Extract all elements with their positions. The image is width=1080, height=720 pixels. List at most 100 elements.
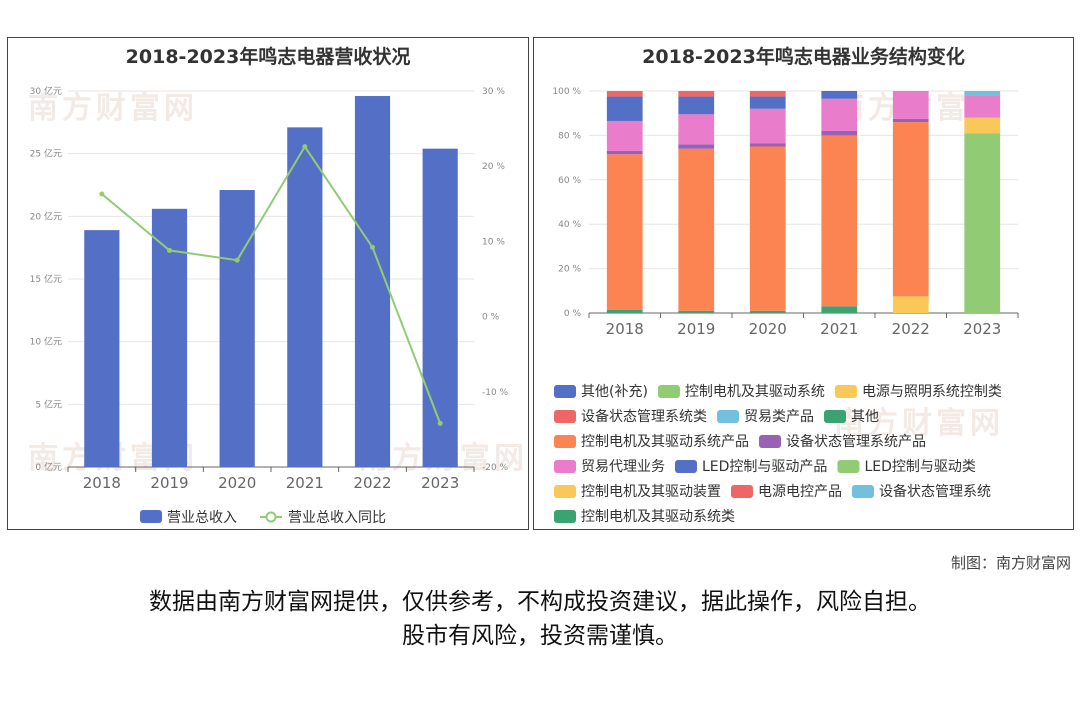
business-structure-panel: 2018-2023年鸣志电器业务结构变化 南方财富网 南方财富网 0 %20 %…	[533, 37, 1074, 530]
stack-segment	[606, 91, 643, 97]
legend-swatch	[837, 460, 860, 473]
structure-chart: 0 % 20 % 40 % 60 % 80 % 100 % 2018 2019 2020 2021…	[552, 87, 1019, 525]
legend-swatch	[657, 385, 680, 398]
legend-label-revenue: 营业总收入	[167, 510, 237, 526]
legend-label: 设备状态管理系统	[879, 483, 991, 500]
legend-label: 控制电机及其驱动系统类	[581, 509, 735, 525]
stack-segment	[964, 133, 1001, 313]
yoy-line	[101, 144, 442, 424]
stack-segment	[892, 91, 929, 119]
y-right-tick-label: 30 %	[482, 87, 505, 97]
x-tick-label: 2021	[286, 474, 324, 492]
stack-segment	[606, 96, 643, 121]
legend-swatch	[554, 485, 576, 498]
legend-label: 控制电机及其驱动系统	[685, 384, 825, 400]
legend-swatch	[554, 435, 576, 448]
stack-segment	[749, 96, 786, 109]
legend-swatch	[675, 460, 697, 473]
y-left-tick-label: 30 亿元	[30, 85, 62, 97]
x-tick-label: 2022	[892, 320, 930, 338]
x-tick-label: 2019	[150, 474, 188, 492]
legend-label: LED控制与驱动类	[864, 459, 975, 475]
legend-label: 设备状态管理系统类	[581, 408, 707, 425]
legend-swatch	[759, 435, 781, 448]
y-left-tick-label: 20 亿元	[30, 210, 62, 222]
disclaimer-line-2: 股市有风险，投资需谨慎。	[402, 623, 678, 649]
legend-label: 其他(补充)	[581, 384, 648, 400]
stack-segment	[749, 146, 786, 311]
y-tick-label: 80 %	[558, 131, 581, 141]
legend-label-yoy: 营业总收入同比	[288, 510, 386, 526]
y-right-tick-label: 0 %	[482, 313, 500, 323]
stack-segment	[892, 118, 929, 123]
stack-segment	[678, 96, 715, 115]
stack-segment	[678, 114, 715, 145]
y-right-tick-label: 20 %	[482, 162, 505, 172]
x-tick-label: 2020	[218, 474, 256, 492]
revenue-bar	[84, 230, 120, 467]
legend-label: 控制电机及其驱动系统产品	[581, 434, 749, 450]
x-tick-label: 2019	[677, 320, 715, 338]
revenue-bar	[354, 96, 391, 467]
legend-label: 贸易代理业务	[581, 459, 665, 475]
y-tick-label: 20 %	[558, 265, 581, 275]
legend-label: 设备状态管理系统产品	[786, 433, 926, 450]
stack-segment	[821, 130, 858, 136]
revenue-chart-panel: 2018-2023年鸣志电器营收状况 南方财富网 南方财富网 南方财富网 0 亿…	[7, 37, 529, 530]
legend-swatch	[554, 460, 576, 473]
legend-label: LED控制与驱动产品	[702, 459, 827, 475]
yoy-point	[370, 244, 375, 250]
stack-segment	[606, 309, 643, 313]
legend-swatch	[554, 410, 576, 423]
y-tick-label: 40 %	[558, 220, 581, 230]
stack-segment	[606, 154, 643, 310]
legend-swatch	[834, 385, 857, 398]
revenue-bar	[422, 148, 458, 468]
legend-swatch-yoy-marker	[265, 511, 277, 523]
revenue-bar	[219, 190, 255, 467]
stack-segment	[678, 148, 715, 311]
stack-segment	[606, 120, 643, 151]
stack-segment	[821, 135, 858, 307]
legend-swatch	[554, 385, 576, 398]
y-tick-label: 60 %	[558, 176, 581, 186]
legend-label: 其他	[851, 409, 879, 425]
y-right-tick-label: 10 %	[482, 237, 505, 247]
stack-segment	[678, 91, 715, 97]
yoy-point	[302, 144, 308, 150]
legend-label: 电源电控产品	[758, 484, 842, 500]
x-tick-label: 2018	[606, 320, 644, 338]
yoy-point	[99, 191, 105, 197]
yoy-point	[234, 257, 240, 263]
legend-swatch-revenue	[140, 510, 162, 523]
legend-label: 电源与照明系统控制类	[862, 384, 1002, 400]
legend-swatch	[824, 410, 846, 423]
stack-segment	[892, 296, 929, 313]
chart-credit: 制图：南方财富网	[950, 554, 1071, 572]
yoy-point	[167, 247, 172, 253]
y-left-tick-label: 25 亿元	[30, 148, 62, 160]
stack-segment	[821, 98, 858, 131]
stack-segment	[606, 150, 643, 155]
stack-segment	[964, 91, 1001, 96]
stack-segment	[821, 306, 858, 313]
revenue-bar	[287, 127, 323, 467]
legend-swatch	[717, 410, 739, 423]
stack-segment	[749, 108, 786, 144]
x-tick-label: 2018	[83, 474, 121, 492]
y-left-tick-label: 15 亿元	[30, 273, 62, 285]
y-left-tick-label: 5 亿元	[35, 398, 62, 410]
legend-swatch	[554, 510, 576, 523]
x-tick-label: 2021	[820, 320, 858, 338]
stack-segment	[678, 144, 715, 149]
stack-segment	[678, 310, 715, 313]
stack-segment	[749, 310, 786, 313]
stack-segment	[749, 91, 786, 97]
revenue-chart: 0 亿元 5 亿元 10 亿元 15 亿元 20 亿元 25 亿元 30 亿元 -20 % -1…	[30, 85, 509, 526]
x-tick-label: 2023	[421, 474, 459, 492]
revenue-bar	[151, 208, 188, 467]
y-tick-label: 100 %	[552, 87, 581, 97]
y-left-tick-label: 10 亿元	[30, 336, 62, 348]
disclaimer-line-1: 数据由南方财富网提供，仅供参考，不构成投资建议，据此操作，风险自担。	[149, 589, 931, 615]
stack-segment	[749, 143, 786, 147]
